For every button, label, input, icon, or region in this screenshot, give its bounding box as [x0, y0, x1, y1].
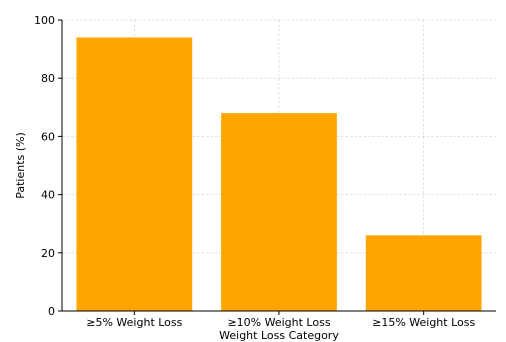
y-tick-label: 0: [48, 305, 55, 318]
bar: [365, 235, 482, 311]
y-tick-labels: 0 20 40 60 80 100: [34, 14, 55, 318]
axes: [58, 19, 496, 315]
bars: [76, 37, 482, 312]
y-axis-label: Patients (%): [14, 132, 27, 199]
y-tick-label: 40: [41, 189, 55, 202]
x-tick-label: ≥5% Weight Loss: [86, 316, 182, 329]
x-tick-label: ≥10% Weight Loss: [227, 316, 330, 329]
bar: [221, 113, 337, 312]
bar: [76, 37, 193, 312]
x-tick-label: ≥15% Weight Loss: [372, 316, 475, 329]
x-axis-label: Weight Loss Category: [219, 329, 339, 342]
y-tick-label: 80: [41, 72, 55, 85]
y-tick-label: 60: [41, 130, 55, 143]
x-tick-labels: ≥5% Weight Loss ≥10% Weight Loss ≥15% Weig…: [86, 316, 475, 329]
y-tick-label: 20: [41, 247, 55, 260]
y-tick-label: 100: [34, 14, 55, 27]
